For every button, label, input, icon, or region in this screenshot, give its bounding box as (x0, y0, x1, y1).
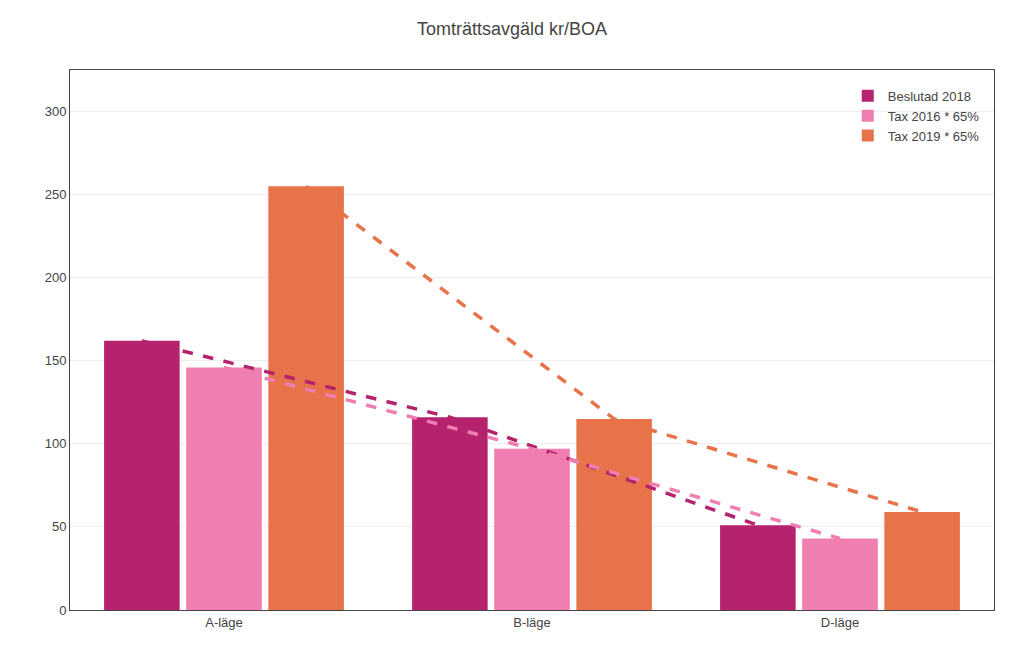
svg-text:150: 150 (45, 353, 67, 368)
svg-text:300: 300 (45, 104, 67, 119)
svg-text:B-läge: B-läge (513, 615, 551, 630)
svg-text:100: 100 (45, 436, 67, 451)
svg-text:D-läge: D-läge (821, 615, 859, 630)
svg-text:250: 250 (45, 187, 67, 202)
svg-text:0: 0 (59, 603, 66, 618)
svg-text:Tax 2019 * 65%: Tax 2019 * 65% (888, 129, 980, 144)
svg-text:50: 50 (52, 519, 66, 534)
svg-text:Tomträttsavgäld kr/BOA: Tomträttsavgäld kr/BOA (417, 19, 607, 39)
svg-text:A-läge: A-läge (205, 615, 243, 630)
svg-text:200: 200 (45, 270, 67, 285)
svg-text:Beslutad 2018: Beslutad 2018 (888, 89, 971, 104)
svg-text:Tax 2016 * 65%: Tax 2016 * 65% (888, 109, 980, 124)
